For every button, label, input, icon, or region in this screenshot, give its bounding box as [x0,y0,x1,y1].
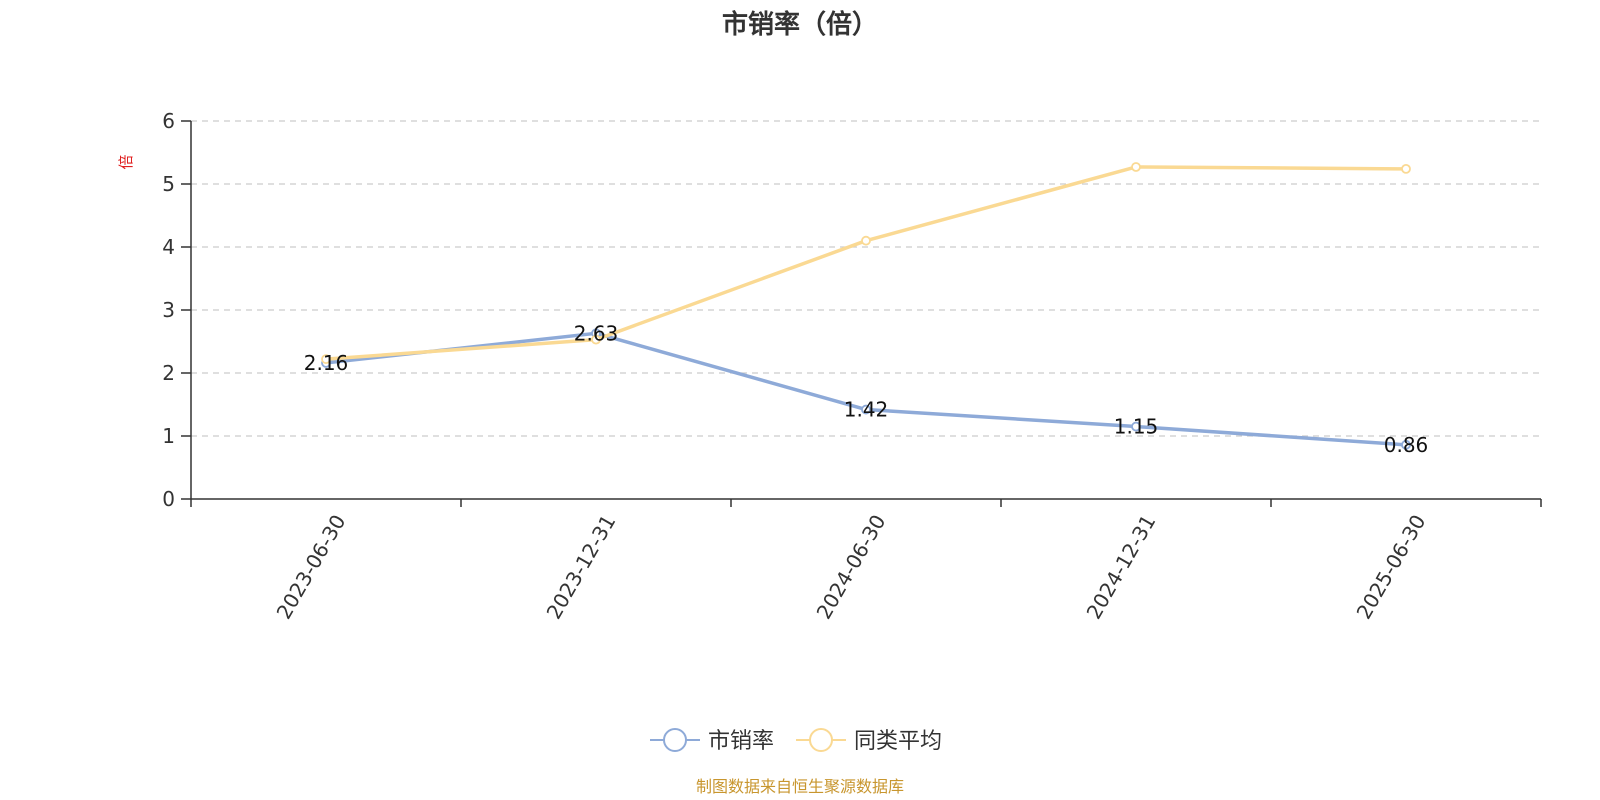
x-tick-label: 2023-12-31 [542,511,621,624]
series-lines [321,162,1411,450]
data-label: 0.86 [1384,433,1429,457]
data-point[interactable] [861,404,871,415]
x-tick-label: 2023-06-30 [272,511,351,624]
legend-marker-icon [663,728,687,752]
data-labels: 2.16 2.63 1.42 1.15 0.86 [304,321,1429,457]
legend-item-primary[interactable]: 市销率 [650,728,774,754]
axes: 0 1 2 3 4 5 6 2023-06-30 2023-12-31 2024-06-30 202… [162,109,1542,624]
data-point[interactable] [1401,439,1411,450]
data-point[interactable] [591,334,601,345]
data-label: 2.16 [304,351,349,375]
series-line [324,331,1408,447]
y-tick-label: 4 [162,235,175,259]
chart-title: 市销率（倍） [722,9,878,40]
y-tick-label: 1 [162,424,175,448]
y-tick-label: 6 [162,109,175,133]
data-point[interactable] [1131,421,1141,432]
y-axis-unit-label: 倍 [117,154,135,169]
x-tick-label: 2024-06-30 [812,511,891,624]
series-line [324,165,1408,361]
data-point[interactable] [1401,163,1411,174]
series-peer-average [321,162,1411,365]
x-tick-label: 2024-12-31 [1082,511,1161,624]
legend[interactable]: 市销率 同类平均 [650,728,942,754]
x-tick-label: 2025-06-30 [1352,511,1431,624]
data-label: 1.42 [844,398,889,422]
y-tick-label: 3 [162,298,175,322]
data-label: 1.15 [1114,415,1159,439]
legend-marker-icon [809,728,833,752]
data-point[interactable] [861,235,871,246]
y-tick-label: 5 [162,172,175,196]
legend-item-peer-average[interactable]: 同类平均 [796,728,942,754]
legend-label: 同类平均 [854,729,942,754]
data-point[interactable] [1131,162,1141,172]
data-point[interactable] [321,354,331,365]
data-label: 2.63 [574,321,619,345]
legend-label: 市销率 [708,729,774,754]
y-tick-label: 0 [162,487,175,511]
y-tick-label: 2 [162,361,175,385]
gridlines [191,120,1541,437]
data-source-note: 制图数据来自恒生聚源数据库 [696,777,904,796]
